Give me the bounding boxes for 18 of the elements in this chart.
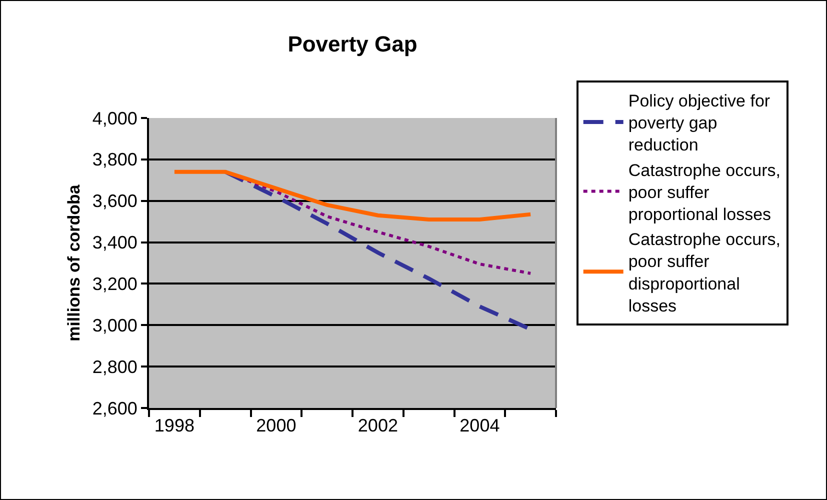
y-tick-label: 3,800 <box>92 150 138 170</box>
legend-label: Catastrophe occurs, poor suffer disproportional losses <box>628 230 780 316</box>
y-axis-title: millions of cordoba <box>64 184 84 342</box>
legend-label: Policy objective for poverty gap reduction <box>628 91 770 155</box>
y-tick-label: 2,800 <box>92 356 138 377</box>
x-tick-label: 2004 <box>460 416 500 436</box>
y-tick-label: 3,000 <box>92 315 138 336</box>
y-tick-label: 3,400 <box>92 232 138 253</box>
x-tick-label: 2002 <box>358 416 398 436</box>
line-series <box>172 170 533 222</box>
y-tick-label: 2,600 <box>92 398 138 418</box>
chart-title: Poverty Gap <box>288 31 418 56</box>
x-tick-label: 1998 <box>154 416 194 436</box>
x-tick-label: 2000 <box>256 416 296 436</box>
legend-label: Catastrophe occurs, poor suffer proportional losses <box>628 160 780 224</box>
y-tick-label: 3,600 <box>92 191 138 212</box>
y-tick-label: 3,200 <box>92 274 138 294</box>
y-tick-label: 4,000 <box>92 108 138 128</box>
